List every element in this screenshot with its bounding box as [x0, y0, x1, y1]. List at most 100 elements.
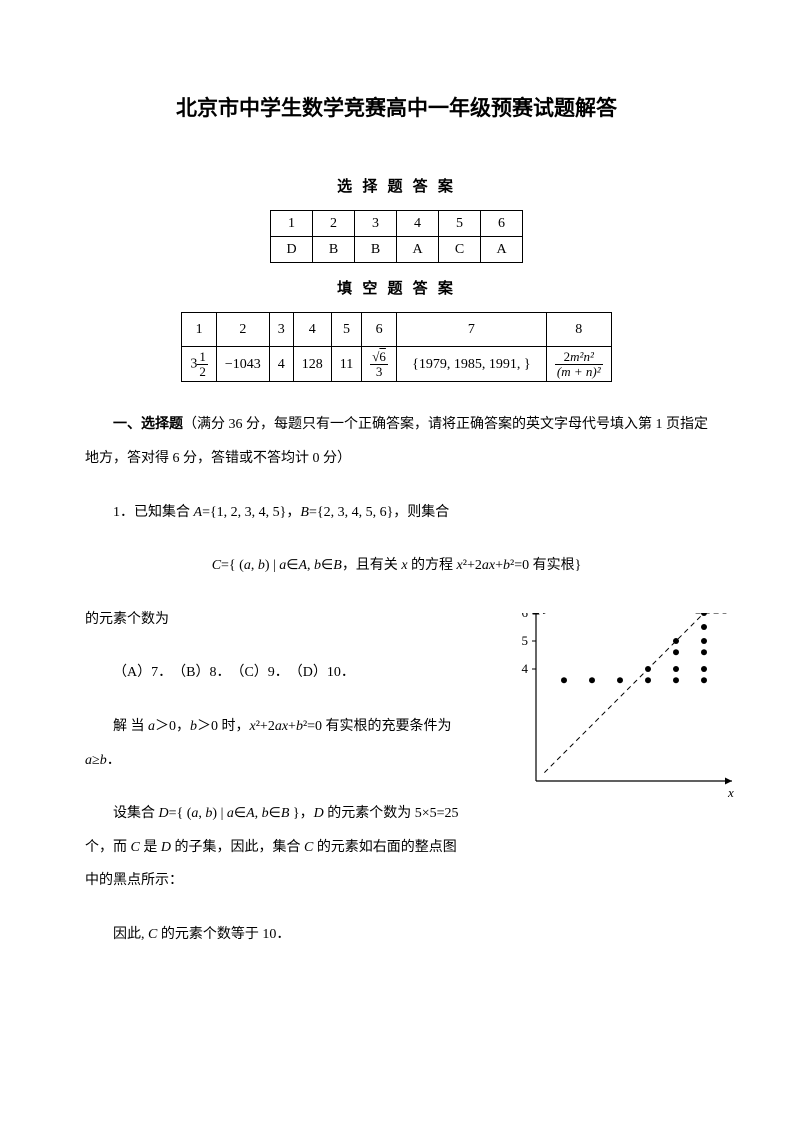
cell: √63	[362, 347, 397, 382]
cell: A	[397, 236, 439, 262]
var-A: A	[298, 558, 307, 573]
table-row: 1 2 3 4 5 6	[271, 210, 523, 236]
text: ∈	[286, 558, 298, 573]
solution-column: 解 当 a＞0，b＞0 时，x²+2ax+b²=0 有实根的充要条件为 a≥b．…	[85, 710, 465, 898]
numerator: 2m²n²	[555, 350, 603, 365]
cell: −1043	[216, 347, 269, 382]
text: ＞0，	[155, 719, 190, 734]
choice-answer-table: 1 2 3 4 5 6 D B B A C A	[270, 210, 523, 263]
fill-heading: 填 空 题 答 案	[85, 275, 708, 302]
cell: 1	[182, 313, 217, 347]
solution-line-2: 设集合 D={ (a, b) | a∈A, b∈B }，D 的元素个数为 5×5…	[85, 797, 465, 898]
solution-line-3: 因此, C 的元素个数等于 10．	[85, 918, 708, 952]
text: ={ (	[221, 558, 244, 573]
var-b: b	[503, 558, 510, 573]
var-D: D	[159, 806, 169, 821]
table-row: 1 2 3 4 5 6 7 8	[182, 313, 611, 347]
text: ．	[107, 753, 121, 768]
text: 是	[140, 840, 161, 855]
var-C: C	[212, 558, 221, 573]
var-A: A	[194, 505, 203, 520]
cell: B	[313, 236, 355, 262]
cell: 2	[216, 313, 269, 347]
cell: 4	[397, 210, 439, 236]
var-b: b	[314, 558, 321, 573]
var-B: B	[300, 505, 309, 520]
cell: D	[271, 236, 313, 262]
var-b: b	[262, 806, 269, 821]
text: +2	[467, 558, 482, 573]
cell: 6	[362, 313, 397, 347]
var-b: b	[258, 558, 265, 573]
var-a: a	[244, 558, 251, 573]
solution-line-1: 解 当 a＞0，b＞0 时，x²+2ax+b²=0 有实根的充要条件为 a≥b．	[85, 710, 465, 777]
cell: 8	[546, 313, 611, 347]
text: =0 有实根的充要条件为	[307, 719, 451, 734]
numerator: 1	[197, 350, 208, 365]
set-definition: C={ (a, b) | a∈A, b∈B，且有关 x 的方程 x²+2ax+b…	[85, 549, 708, 583]
cell: 4	[269, 347, 293, 382]
section-label: 一、选择题	[113, 417, 183, 432]
text: ，且有关	[342, 558, 402, 573]
page-title: 北京市中学生数学竞赛高中一年级预赛试题解答	[85, 90, 708, 128]
denominator: 3	[370, 365, 388, 379]
text: ={1, 2, 3, 4, 5}，	[202, 505, 300, 520]
svg-text:x: x	[727, 785, 734, 800]
cell: C	[439, 236, 481, 262]
text: ={2, 3, 4, 5, 6}，则集合	[309, 505, 449, 520]
var-b: b	[100, 753, 107, 768]
scatter-chart: y x 4 5 6	[508, 613, 738, 813]
svg-text:6: 6	[522, 613, 529, 620]
text: ) |	[212, 806, 226, 821]
cell: 4	[293, 313, 331, 347]
var-C: C	[131, 840, 140, 855]
sqrt-arg: 6	[379, 349, 386, 364]
cell: 5	[439, 210, 481, 236]
var-b: b	[190, 719, 197, 734]
section-intro: 一、选择题（满分 36 分，每题只有一个正确答案，请将正确答案的英文字母代号填入…	[85, 408, 708, 475]
text: 的子集，因此，集合	[171, 840, 304, 855]
text: ∈	[321, 558, 333, 573]
var-A: A	[246, 806, 255, 821]
text: 1．已知集合	[113, 505, 194, 520]
svg-text:5: 5	[522, 633, 529, 648]
text: 设集合	[113, 806, 159, 821]
fill-answer-table: 1 2 3 4 5 6 7 8 312 −1043 4 128 11 √63 {…	[181, 312, 611, 382]
body-content: 一、选择题（满分 36 分，每题只有一个正确答案，请将正确答案的英文字母代号填入…	[85, 408, 708, 951]
text: =0 有实根}	[514, 558, 581, 573]
var-b: b	[296, 719, 303, 734]
var-D: D	[161, 840, 171, 855]
var-a: a	[191, 806, 198, 821]
cell: 11	[331, 347, 361, 382]
var-a: a	[275, 719, 282, 734]
cell: 312	[182, 347, 217, 382]
var-a: a	[85, 753, 92, 768]
cell: 2	[313, 210, 355, 236]
text: 的元素个数等于 10．	[157, 927, 290, 942]
text: +2	[260, 719, 275, 734]
numerator: √6	[370, 350, 388, 365]
cell: 6	[481, 210, 523, 236]
cell: 5	[331, 313, 361, 347]
text: ={ (	[169, 806, 192, 821]
text: }，	[289, 806, 313, 821]
table-row: 312 −1043 4 128 11 √63 {1979, 1985, 1991…	[182, 347, 611, 382]
cell: 3	[355, 210, 397, 236]
cell: A	[481, 236, 523, 262]
var-C: C	[148, 927, 157, 942]
denominator: 2	[197, 365, 208, 379]
cell: 128	[293, 347, 331, 382]
var-B: B	[333, 558, 342, 573]
text: 的方程	[408, 558, 457, 573]
int-part: 3	[190, 357, 197, 372]
var-D: D	[314, 806, 324, 821]
cell: 3	[269, 313, 293, 347]
svg-text:y: y	[542, 613, 550, 614]
denominator: (m + n)²	[555, 365, 603, 379]
svg-text:4: 4	[522, 661, 529, 676]
question-1: 1．已知集合 A={1, 2, 3, 4, 5}，B={2, 3, 4, 5, …	[85, 496, 708, 530]
fraction: √63	[370, 350, 388, 378]
vars: m²n²	[570, 349, 594, 364]
text: ) |	[265, 558, 279, 573]
text: ≥	[92, 753, 100, 768]
